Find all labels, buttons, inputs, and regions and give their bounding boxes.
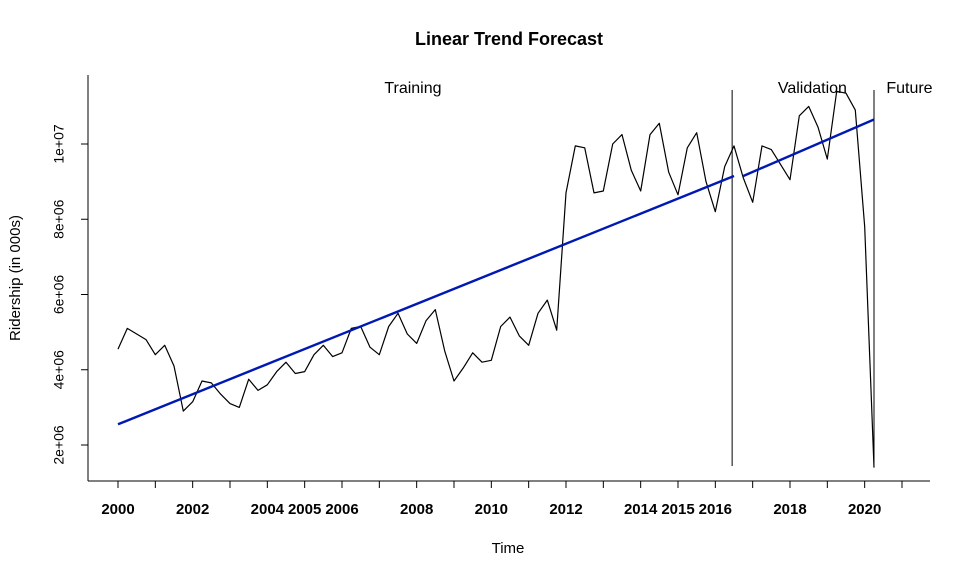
partition-lines (731, 90, 875, 466)
y-tick-label: 6e+06 (51, 275, 67, 315)
x-tick-label: 2000 (101, 501, 134, 518)
x-tick-label: 2005 (288, 501, 321, 518)
region-label-validation: Validation (778, 80, 847, 97)
x-tick-label: 2012 (549, 501, 582, 518)
chart-title: Linear Trend Forecast (415, 29, 603, 49)
y-tick-label: 4e+06 (51, 350, 67, 390)
series-layer (117, 90, 875, 468)
plot-frame (87, 75, 930, 482)
x-tick-label: 2016 (699, 501, 732, 518)
x-axis-ticks: 2000 2002 2004 2005 2006 2008 2010 2012 2014 2015… (101, 481, 903, 518)
series-line-trend-forecast (742, 118, 875, 178)
x-tick-label: 2006 (325, 501, 358, 518)
y-axis-label: Ridership (in 000s) (7, 215, 24, 341)
y-axis-ticks: 2e+06 4e+06 6e+06 8e+06 1e+07 (51, 124, 88, 465)
y-tick-label: 2e+06 (51, 425, 67, 465)
series-line-actual (117, 90, 875, 468)
series-line-trend-fitted (117, 174, 735, 426)
x-axis-label: Time (492, 540, 525, 557)
x-tick-label: 2010 (475, 501, 508, 518)
x-tick-label: 2020 (848, 501, 881, 518)
region-label-training: Training (384, 80, 441, 97)
x-tick-label: 2004 (251, 501, 285, 518)
x-tick-label: 2008 (400, 501, 433, 518)
x-tick-label: 2014 (624, 501, 658, 518)
x-tick-label: 2002 (176, 501, 209, 518)
region-labels: Training Validation Future (384, 80, 932, 97)
y-tick-label: 1e+07 (51, 124, 67, 164)
x-tick-label: 2018 (773, 501, 806, 518)
x-tick-label: 2015 (661, 501, 694, 518)
region-label-future: Future (886, 80, 932, 97)
y-tick-label: 8e+06 (51, 199, 67, 239)
